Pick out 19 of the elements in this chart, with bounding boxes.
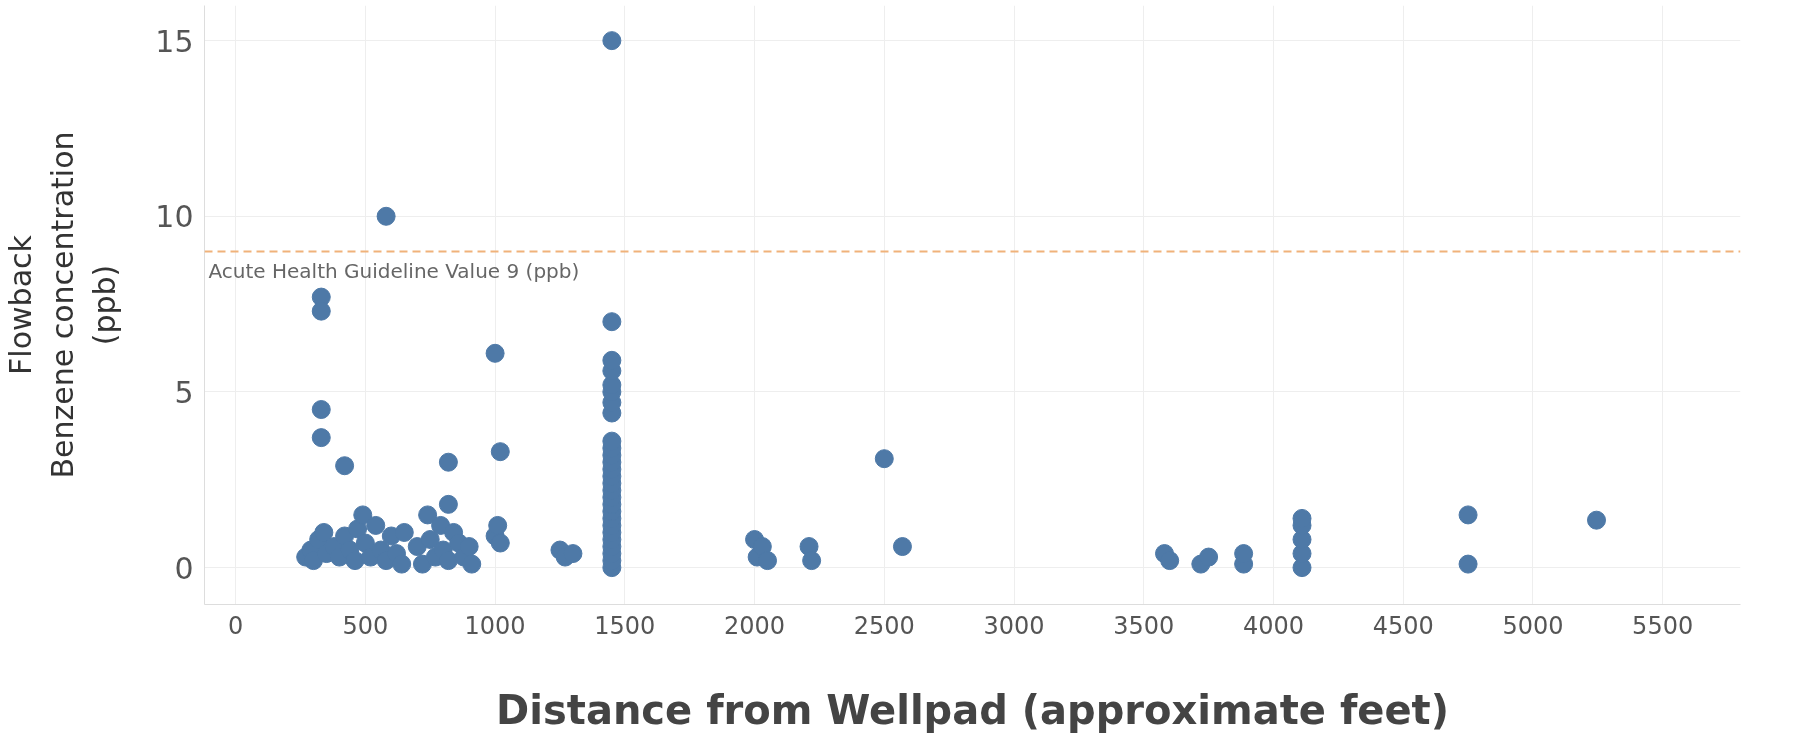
ref-line-label: Acute Health Guideline Value 9 (ppb)	[208, 259, 580, 284]
x-tick-label: 3000	[983, 611, 1045, 640]
y-axis-title: Flowback Benzene concentration (ppb)	[3, 131, 123, 479]
y-tick-label: 15	[155, 23, 194, 59]
x-tick-label: 4000	[1242, 611, 1305, 640]
x-tick-label: 0	[228, 611, 244, 640]
y-tick-label: 0	[174, 550, 194, 586]
x-tick-label: 5000	[1502, 611, 1564, 640]
y-tick-label: 5	[174, 374, 194, 410]
x-tick-label: 2000	[724, 611, 786, 640]
y-tick-label: 10	[155, 199, 194, 235]
x-tick-label: 500	[342, 611, 389, 640]
x-tick-label: 2500	[853, 611, 915, 640]
x-axis-title: Distance from Wellpad (approximate feet)	[496, 686, 1449, 733]
x-tick-label: 5500	[1632, 611, 1694, 640]
x-tick-label: 1500	[594, 611, 656, 640]
x-tick-label: 3500	[1113, 611, 1175, 640]
x-tick-label: 1000	[464, 611, 526, 640]
x-tick-label: 4500	[1372, 611, 1434, 640]
